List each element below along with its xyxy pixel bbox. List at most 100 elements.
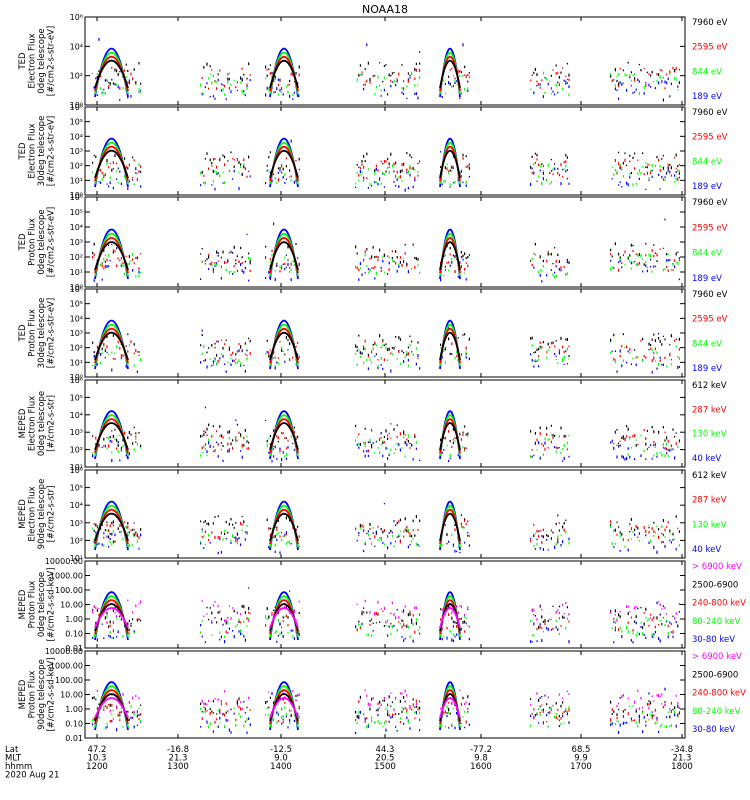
data-point	[375, 440, 377, 443]
data-point	[290, 543, 292, 545]
data-point	[200, 278, 202, 280]
data-point	[249, 269, 251, 273]
data-point	[95, 531, 97, 534]
data-point	[674, 265, 676, 269]
data-point	[675, 261, 677, 264]
data-point	[222, 88, 224, 92]
data-point	[451, 611, 453, 615]
data-point	[132, 179, 134, 181]
time-axis-lat-value: 44.3	[376, 745, 395, 755]
data-point	[452, 639, 454, 643]
data-point	[530, 260, 532, 262]
data-point	[201, 635, 203, 638]
data-point	[379, 334, 381, 338]
data-point	[640, 69, 642, 72]
data-point	[92, 452, 94, 455]
data-point	[648, 541, 650, 544]
data-point	[653, 333, 655, 336]
data-point	[114, 540, 116, 543]
data-point	[273, 79, 275, 82]
data-point	[634, 458, 636, 461]
data-point	[201, 248, 203, 250]
data-point	[622, 455, 624, 459]
data-point	[244, 720, 246, 723]
y-axis-label: MEPEDElectron Flux90deg telescope[#/cm2-…	[18, 479, 57, 550]
data-point	[122, 86, 124, 90]
data-point	[297, 525, 299, 528]
data-point	[108, 634, 110, 637]
data-point	[440, 151, 442, 153]
data-point	[611, 79, 613, 82]
data-point	[367, 268, 369, 270]
data-point	[441, 544, 443, 546]
data-point	[539, 705, 541, 708]
data-point	[465, 720, 467, 724]
data-point	[377, 446, 379, 449]
y-tick-label: 10⁶	[70, 285, 83, 294]
data-point	[539, 84, 541, 87]
data-point	[667, 632, 669, 635]
data-point	[464, 620, 466, 624]
data-point	[106, 615, 108, 619]
data-point	[610, 338, 612, 342]
data-point	[290, 714, 292, 718]
time-axis-mlt-value: 10.3	[88, 754, 107, 764]
data-point	[618, 82, 620, 86]
data-point	[374, 342, 376, 345]
data-point	[377, 182, 379, 186]
data-point	[675, 724, 677, 728]
data-point	[462, 526, 464, 528]
data-point	[240, 450, 242, 452]
data-point	[614, 361, 616, 364]
data-point	[637, 631, 639, 634]
data-point	[132, 253, 134, 257]
data-point	[565, 350, 567, 353]
data-point	[244, 538, 246, 541]
data-point	[555, 626, 557, 629]
data-point	[632, 183, 634, 187]
data-point	[369, 358, 371, 361]
data-point	[388, 261, 390, 265]
data-point	[566, 712, 568, 716]
data-point	[616, 717, 618, 720]
data-point	[635, 444, 637, 447]
data-point	[222, 171, 224, 173]
data-point	[457, 546, 459, 548]
data-point	[214, 357, 216, 360]
data-point	[549, 80, 551, 82]
data-point	[646, 619, 648, 622]
data-point	[547, 252, 549, 256]
data-point	[135, 167, 137, 171]
data-point	[122, 75, 124, 78]
data-point	[622, 539, 624, 542]
data-point	[627, 61, 629, 64]
data-point	[399, 260, 401, 264]
data-point	[468, 75, 470, 79]
data-point	[248, 279, 250, 282]
data-point	[566, 347, 568, 351]
data-point	[398, 72, 400, 76]
data-point	[366, 177, 368, 180]
data-point	[98, 351, 100, 355]
data-point	[440, 166, 442, 168]
data-point	[377, 714, 379, 717]
data-point	[377, 614, 379, 616]
data-point	[658, 624, 660, 626]
data-point	[112, 334, 114, 337]
data-point	[539, 255, 541, 259]
data-point	[440, 347, 442, 349]
data-point	[565, 154, 567, 157]
data-point	[653, 633, 655, 636]
data-point	[104, 79, 106, 82]
data-point	[530, 704, 532, 706]
data-point	[363, 525, 365, 529]
y-axis-label: TEDProton Flux30deg telescope[#/cm2-s-st…	[18, 298, 57, 369]
data-point	[678, 356, 680, 360]
data-point	[355, 353, 357, 355]
data-point	[276, 87, 278, 91]
data-point	[388, 714, 390, 717]
data-point	[662, 76, 664, 79]
data-point	[444, 348, 446, 351]
data-point	[292, 442, 294, 445]
data-point	[656, 601, 658, 605]
